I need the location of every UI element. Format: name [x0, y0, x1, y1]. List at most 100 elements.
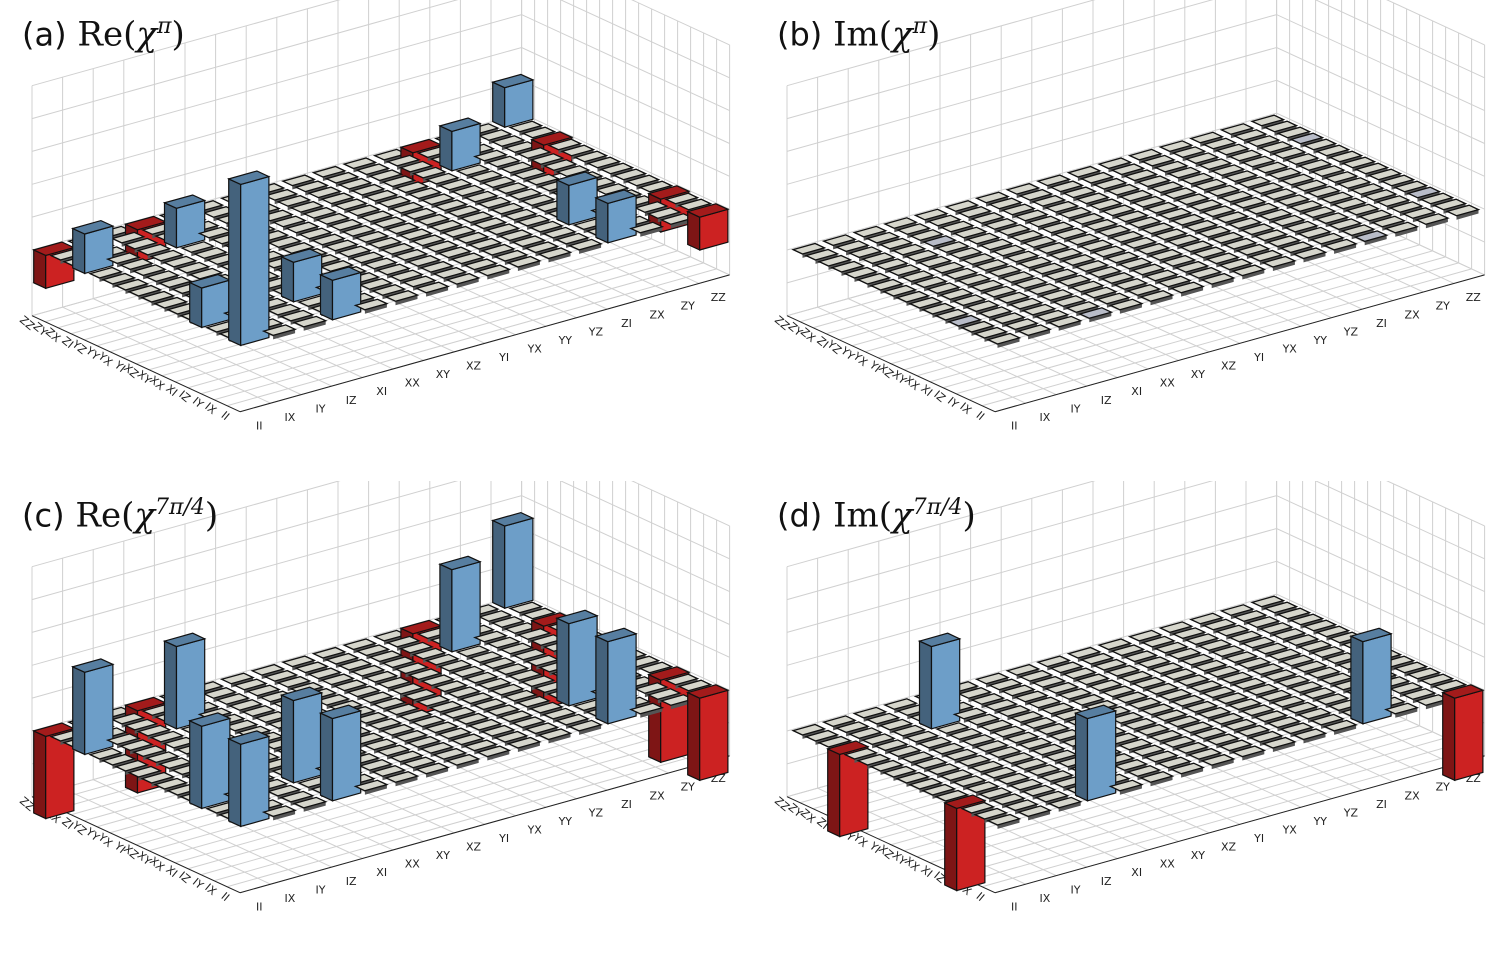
- bar-left-face: [1350, 635, 1364, 725]
- bar-tile-top: [1280, 173, 1316, 186]
- x-axis-line: [239, 755, 730, 894]
- bar-tile-top: [508, 120, 544, 133]
- bar-tile-top: [1062, 667, 1098, 680]
- bar-tile-top: [1003, 318, 1039, 331]
- bar-tile: [1108, 298, 1144, 314]
- bar-tile: [1292, 728, 1328, 744]
- bar-tile-top: [1245, 616, 1281, 628]
- bar-tile-side: [456, 759, 479, 770]
- bar-tile-top: [341, 224, 377, 237]
- bar-tile-top: [677, 679, 713, 692]
- bar-tile-top: [1236, 176, 1272, 189]
- bar-tile-top: [368, 169, 404, 182]
- bar-tile-top: [1069, 280, 1105, 293]
- bar-tile-top: [1275, 675, 1311, 688]
- bar-tile-top: [1231, 264, 1267, 277]
- panel-b: II IX IY IZ XI XX XY XZ YI YX YY YZ ZI ZX ZY ZZ II IX IY IZ…: [755, 0, 1510, 481]
- bar-tile-top: [110, 231, 146, 244]
- bar-tile-top: [908, 777, 944, 790]
- x-tick-label: ZX: [650, 789, 666, 802]
- bar-tile-top: [646, 688, 682, 700]
- bar-tile-top: [943, 748, 979, 761]
- bar-tile-top: [944, 200, 980, 212]
- bar-tile-side: [1211, 278, 1234, 289]
- x-tick-label: ZI: [1376, 798, 1387, 811]
- bar-tile-side: [1211, 759, 1234, 770]
- bar-tile-top: [512, 648, 548, 661]
- bar-tile: [1016, 324, 1052, 340]
- bar-tile-top: [1052, 295, 1088, 307]
- bar-tile-top: [991, 725, 1027, 738]
- bar-tile-top: [978, 719, 1014, 732]
- panel-b-title: (b) Im(χπ): [777, 14, 941, 55]
- bar-tile-top: [952, 707, 988, 720]
- bar-tile-top: [529, 153, 565, 165]
- bar-tile-top: [372, 216, 408, 229]
- x-tick-label: IZ: [346, 394, 357, 407]
- bar-tile-top: [891, 243, 927, 256]
- bar-tile: [1200, 753, 1236, 770]
- bar-left-face: [280, 694, 295, 784]
- bar-tile-top: [149, 730, 185, 743]
- bar-tile-top: [1000, 684, 1036, 697]
- bar-tile-top: [1205, 733, 1241, 746]
- x-tick-label: XY: [436, 849, 451, 862]
- x-tick-label: IX: [285, 892, 296, 905]
- bar-tile-top: [1227, 217, 1263, 230]
- x-tick-label: IX: [285, 411, 296, 424]
- bar-tile-top: [860, 252, 896, 265]
- bar-tile-top: [424, 172, 460, 185]
- chart-d: IIIXIYIZXIXXXYXZYIYXYYYZZIZXZYZZIIIXIYIZ…: [772, 481, 1486, 913]
- bar-tile-top: [1066, 165, 1102, 178]
- bar-tile-top: [1336, 177, 1372, 189]
- bar-tile-side: [1058, 801, 1081, 812]
- bar-tile-top: [454, 231, 490, 244]
- bar-tile-top: [878, 237, 914, 250]
- panel-b-label: (b): [777, 15, 823, 54]
- bar-tile-top: [1200, 272, 1236, 285]
- grid-line: [31, 481, 730, 601]
- bar-tile-top: [1123, 169, 1159, 182]
- bar-tile-top: [324, 171, 360, 184]
- bar: [1440, 684, 1485, 782]
- bar-tile-top: [1082, 286, 1118, 299]
- bar-tile-side: [395, 295, 418, 306]
- bar-tile-top: [437, 659, 473, 672]
- bar-tile-top: [947, 314, 983, 327]
- x-tick-label: IY: [316, 402, 326, 415]
- bar-tile-top: [1419, 192, 1455, 205]
- bar-tile-top: [342, 638, 378, 651]
- bar-tile-top: [1219, 604, 1255, 616]
- bar-tile-top: [1188, 199, 1224, 212]
- bar-tile-top: [394, 662, 430, 675]
- bar-tile-top: [1197, 158, 1233, 171]
- bar-tile-top: [489, 683, 525, 696]
- bar-tile-top: [1196, 225, 1232, 238]
- bar-tile-top: [987, 746, 1023, 758]
- bar-tile-top: [978, 238, 1014, 251]
- bar-tile-top: [1126, 765, 1162, 777]
- bar-tile-top: [1388, 682, 1424, 694]
- bar-tile-top: [481, 657, 517, 670]
- bar-tile-top: [525, 654, 561, 667]
- bar-tile-top: [355, 644, 391, 657]
- bar-tile: [261, 805, 297, 821]
- bar-tile-top: [1130, 263, 1166, 276]
- bar-tile-top: [1110, 163, 1146, 176]
- bar-tile-top: [629, 702, 665, 715]
- bar-tile-top: [1127, 629, 1163, 642]
- bar-tile-top: [1136, 656, 1172, 669]
- bar-tile-top: [1074, 260, 1110, 272]
- bar-tile-top: [934, 789, 970, 802]
- bar-tile-top: [1253, 710, 1289, 723]
- bar-tile-top: [1097, 638, 1133, 651]
- bar-tile-top: [1301, 687, 1337, 700]
- bar-tile-top: [1039, 221, 1075, 234]
- bar-tile-top: [917, 736, 953, 749]
- bar-tile-top: [1249, 182, 1285, 195]
- bar-front-face: [240, 175, 270, 347]
- bar-tile-top: [1070, 212, 1106, 225]
- bar-tile-top: [990, 793, 1026, 806]
- bar-tile-top: [1248, 730, 1284, 743]
- bar-top-face: [555, 609, 599, 625]
